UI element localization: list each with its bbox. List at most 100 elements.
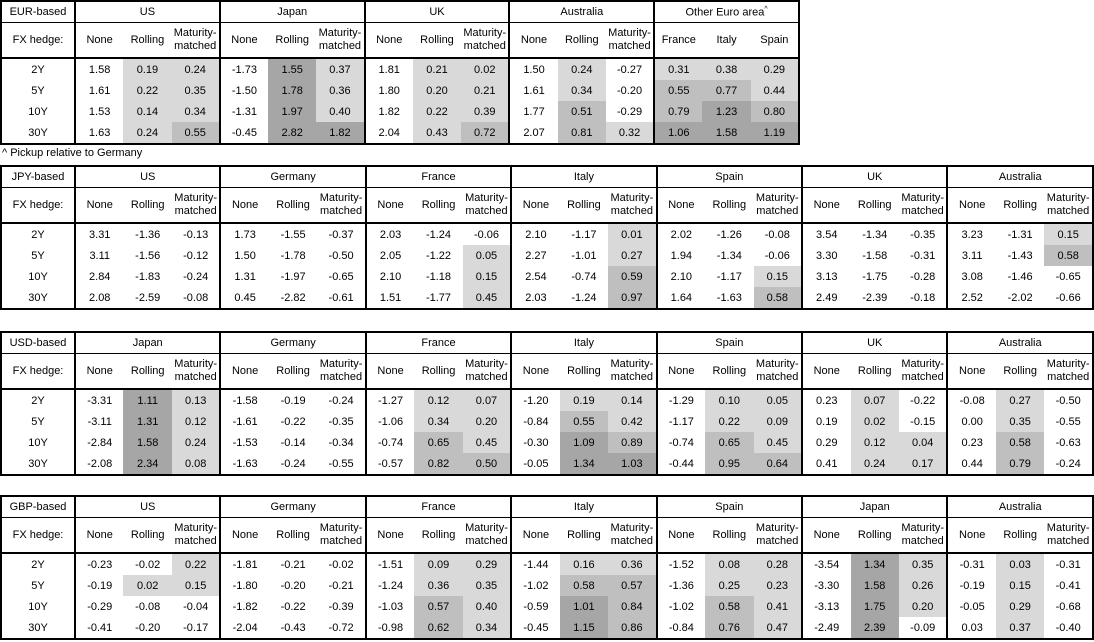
value-cell: -0.02 (328, 558, 354, 571)
value-cell: 0.64 (753, 453, 803, 475)
value-cell: -0.40 (1055, 621, 1081, 634)
value-cell: 0.55 (171, 122, 220, 144)
value-cell: 3.11 (73, 245, 124, 266)
value-cell: 0.22 (123, 80, 172, 101)
value-cell: -1.82 (219, 596, 269, 617)
value-cell: 0.12 (414, 389, 463, 411)
value-cell: 0.79 (653, 101, 703, 122)
value-cell: 2.52 (946, 287, 996, 309)
value-cell: -0.09 (910, 621, 936, 634)
value-cell: 0.82 (414, 453, 463, 475)
value-cell: -2.82 (280, 291, 306, 304)
hedge-column-header: Spain (750, 22, 799, 59)
value-cell: -0.84 (510, 411, 560, 432)
value-cell: 1.58 (702, 122, 751, 144)
hedge-column-header: None (946, 187, 996, 224)
value-cell: -0.37 (328, 228, 354, 241)
value-cell: -1.43 (1007, 249, 1033, 262)
value-cell: -1.80 (219, 575, 269, 596)
value-cell: 0.50 (462, 453, 512, 475)
country-header: Spain (655, 496, 803, 518)
value-cell: -2.49 (801, 617, 851, 639)
value-cell: -3.31 (73, 389, 124, 411)
hedge-column-header: Maturity-matched (317, 517, 366, 554)
hedge-column-header: None (801, 517, 851, 554)
tenor-label: 5Y (31, 84, 45, 97)
value-cell: 1.55 (268, 58, 317, 80)
value-cell: -3.54 (801, 553, 851, 575)
value-cell: 1.80 (363, 80, 413, 101)
value-cell: -0.65 (328, 270, 354, 283)
hedge-column-header: Maturity-matched (462, 187, 512, 224)
value-cell: -1.24 (425, 228, 452, 241)
hedge-column-header: None (364, 517, 415, 554)
value-cell: 0.20 (898, 596, 948, 617)
hedge-column-header: Rolling (559, 187, 609, 224)
gbp-based-table: GBP-based US Germany France Italy Spain Japan A… (0, 495, 1094, 640)
value-cell: -1.01 (571, 249, 597, 262)
value-cell: 3.54 (801, 223, 851, 245)
value-cell: -1.63 (716, 291, 742, 304)
value-cell: 0.45 (462, 287, 512, 309)
value-cell: -2.02 (1007, 291, 1033, 304)
value-cell: -1.24 (364, 575, 415, 596)
country-header: France (364, 332, 512, 354)
value-cell: -1.50 (218, 80, 269, 101)
value-cell: -0.20 (280, 579, 306, 592)
value-cell: -1.18 (425, 270, 452, 283)
value-cell: 1.15 (559, 617, 609, 639)
country-header: Spain (655, 332, 803, 354)
value-cell: 0.02 (123, 575, 172, 596)
tenor-label: 30Y (28, 621, 48, 634)
value-cell: -1.06 (364, 411, 415, 432)
fx-hedge-label: FX hedge: (1, 517, 75, 554)
value-cell: 1.64 (655, 287, 706, 309)
value-cell: 2.03 (510, 287, 560, 309)
value-cell: -0.61 (328, 291, 354, 304)
hedge-column-header: Rolling (850, 353, 899, 390)
tenor-label: 10Y (28, 105, 48, 118)
table-row: 5Y -0.19 0.02 0.15 -1.80 -0.20 -0.21 -1.24 0.36 0… (1, 575, 1093, 596)
hedge-column-header: None (946, 353, 996, 390)
value-cell: 0.65 (705, 432, 754, 453)
country-header: UK (801, 332, 948, 354)
value-cell: 2.02 (655, 223, 706, 245)
hedge-column-header: Maturity-matched (1044, 353, 1093, 390)
tenor-label: 30Y (28, 291, 48, 304)
value-cell: 0.58 (753, 287, 803, 309)
value-cell: 1.31 (123, 411, 172, 432)
value-cell: -0.66 (1055, 291, 1081, 304)
hedge-column-header: Rolling (123, 517, 172, 554)
value-cell: -1.20 (510, 389, 560, 411)
value-cell: -0.05 (946, 596, 996, 617)
value-cell: 0.15 (171, 575, 221, 596)
value-cell: 0.81 (557, 122, 606, 144)
value-cell: -1.46 (1007, 270, 1033, 283)
value-cell: -0.19 (73, 575, 124, 596)
value-cell: 0.25 (705, 575, 754, 596)
hedge-column-header: Maturity-matched (753, 353, 803, 390)
value-cell: 0.40 (462, 596, 512, 617)
value-cell: -1.34 (862, 228, 888, 241)
tenor-label: 2Y (31, 228, 45, 241)
value-cell: -0.21 (280, 558, 306, 571)
value-cell: 1.63 (73, 122, 124, 144)
table-row: 2Y 3.31 -1.36 -0.13 1.73 -1.55 -0.37 2.03 -1.24 -… (1, 223, 1093, 245)
value-cell: 0.34 (557, 80, 606, 101)
value-cell: 1.58 (850, 575, 899, 596)
hedge-column-header: Maturity-matched (1044, 517, 1093, 554)
hedge-column-header: Maturity-matched (462, 517, 512, 554)
country-header: Germany (219, 166, 366, 188)
value-cell: 0.26 (898, 575, 948, 596)
country-header: Spain (655, 166, 803, 188)
hedge-column-header: Maturity-matched (461, 22, 510, 59)
value-cell: 0.55 (653, 80, 703, 101)
table-row: 10Y 2.84 -1.83 -0.24 1.31 -1.97 -0.65 2.10 -1.18… (1, 266, 1093, 287)
value-cell: -0.84 (655, 617, 706, 639)
value-cell: 2.39 (850, 617, 899, 639)
value-cell: -1.17 (571, 228, 597, 241)
hedge-column-header: Rolling (268, 353, 318, 390)
value-cell: 0.29 (750, 58, 799, 80)
value-cell: -0.15 (910, 415, 936, 428)
value-cell: 0.35 (171, 80, 220, 101)
